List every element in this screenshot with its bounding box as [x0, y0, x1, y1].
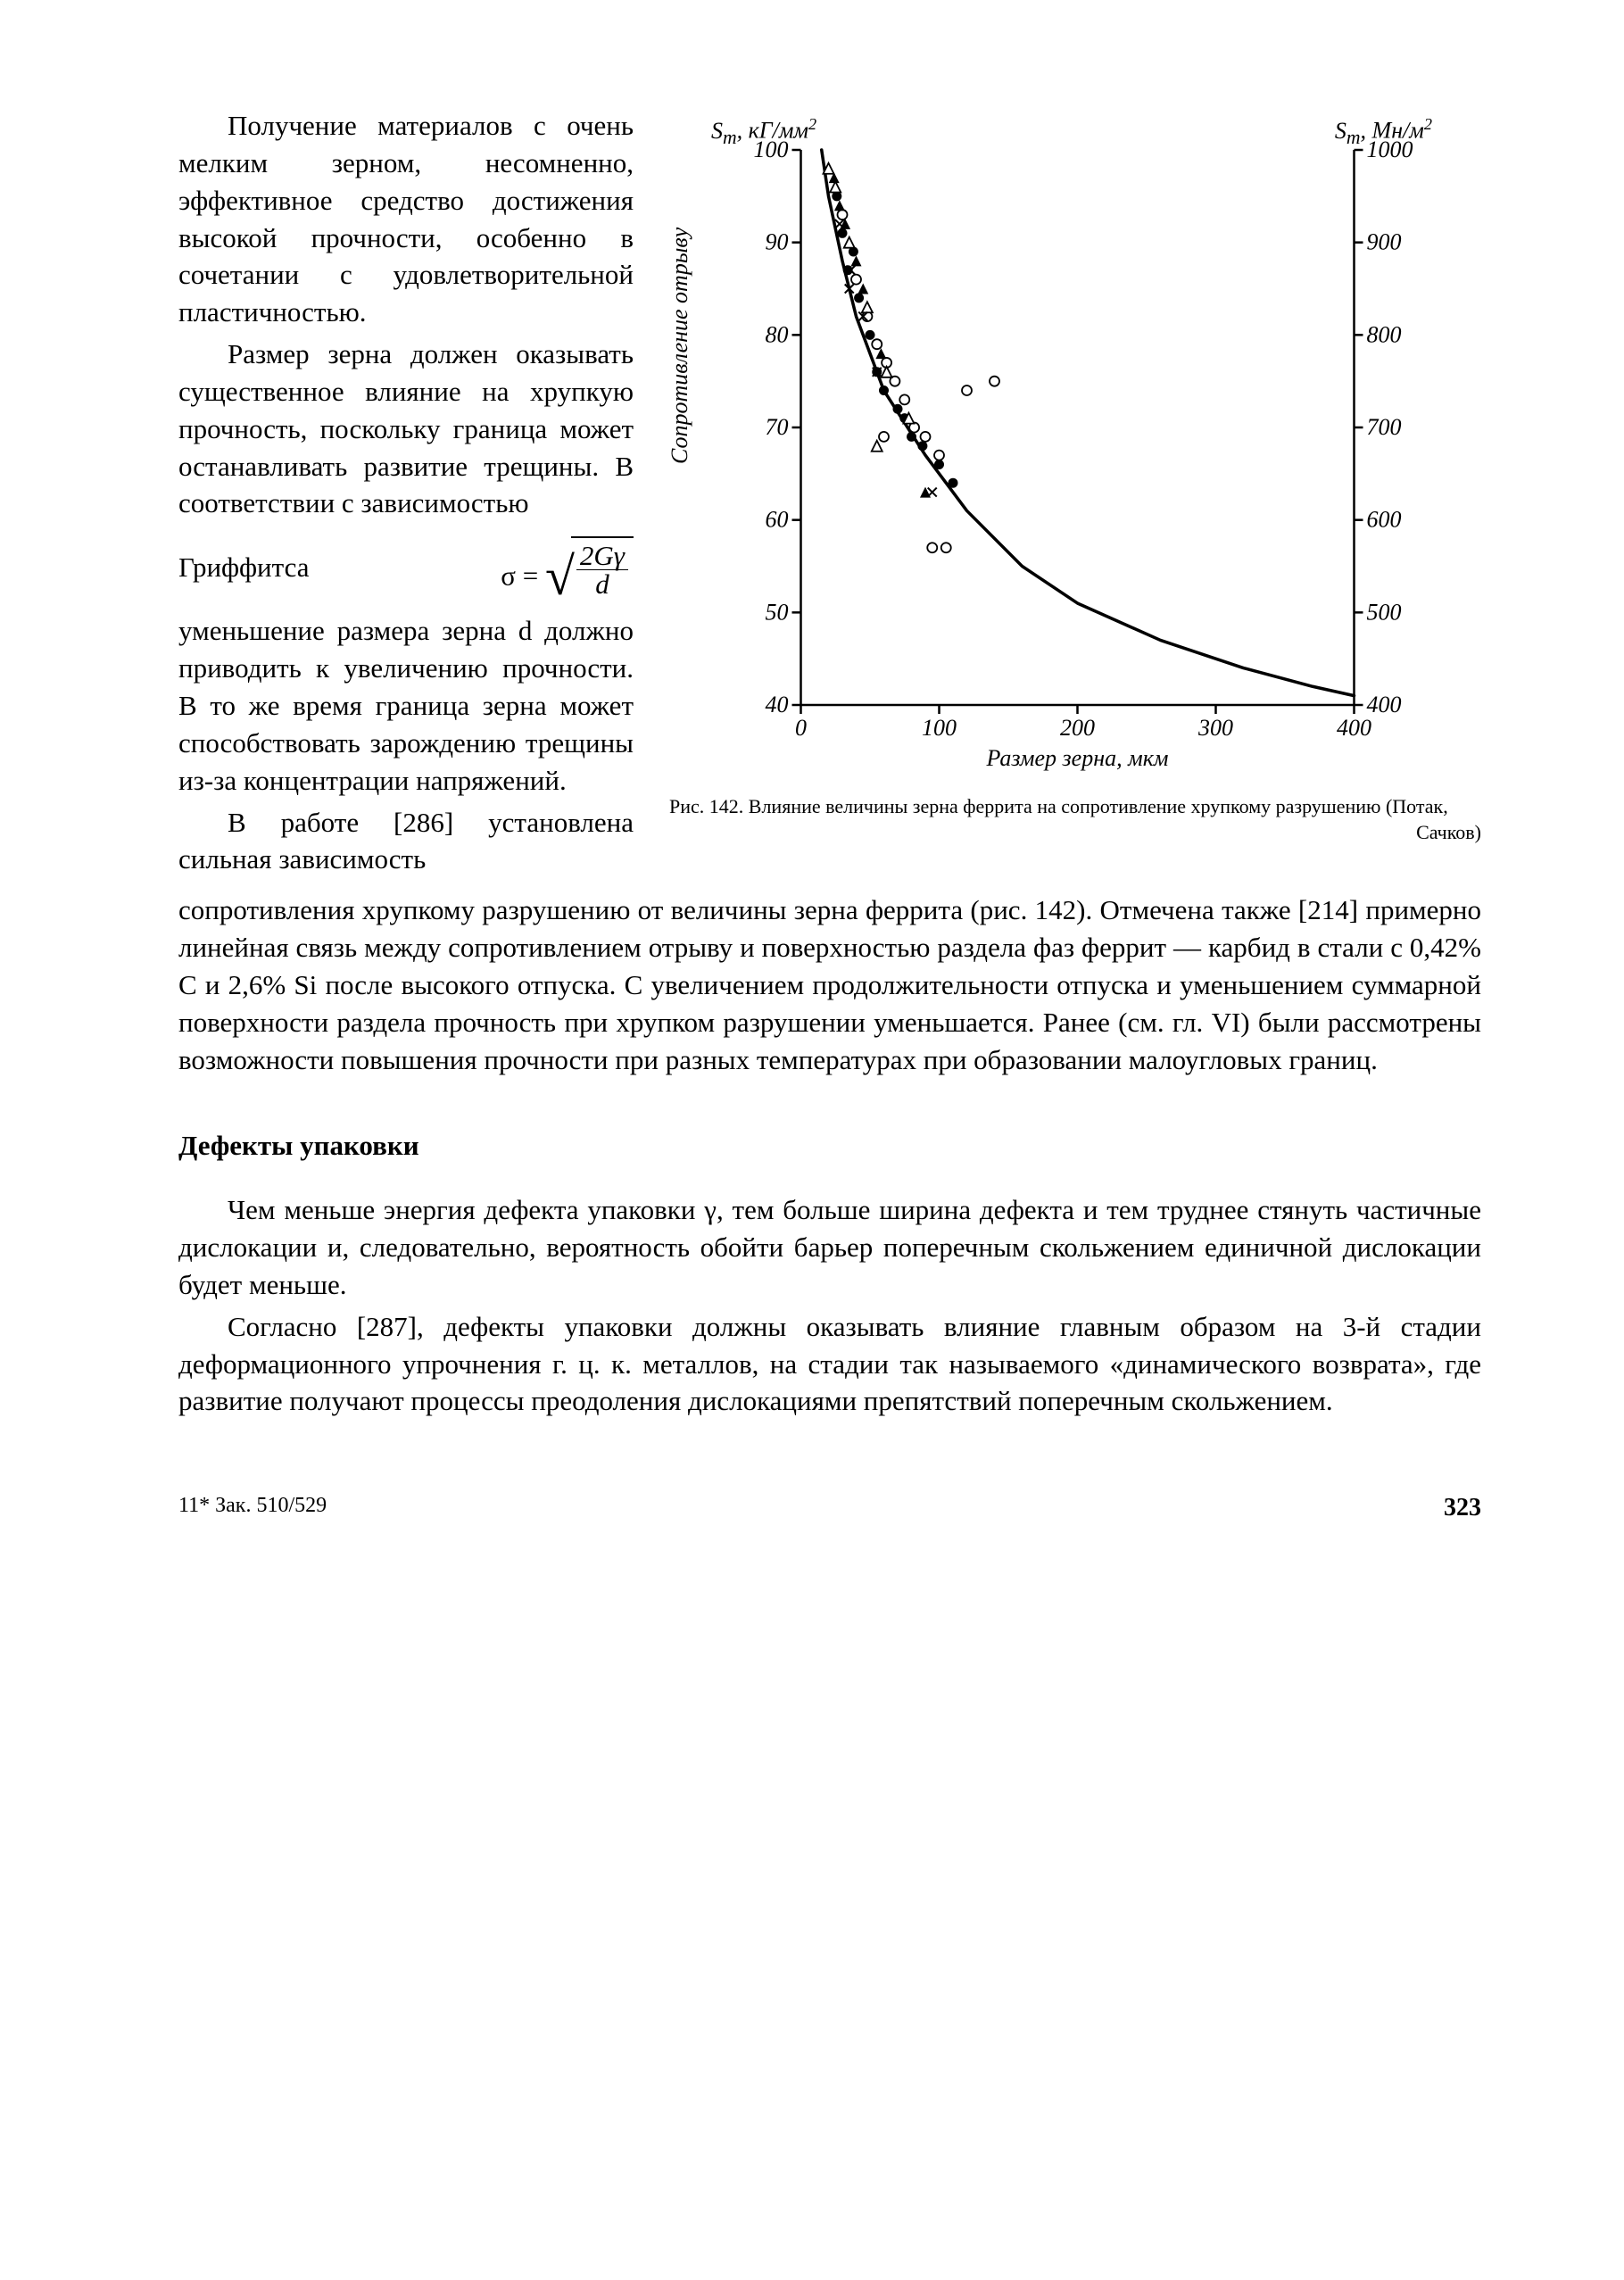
section-heading: Дефекты упаковки — [178, 1127, 1481, 1165]
griffiths-formula: σ = √ 2Gγ d — [501, 536, 634, 598]
paragraph-3: В работе [286] установ­лена сильная зави… — [178, 804, 634, 879]
footer-note: 11* Зак. 510/529 — [178, 1491, 327, 1525]
chart-svg: 4050607080901004005006007008009001000010… — [656, 116, 1481, 785]
svg-text:100: 100 — [922, 715, 957, 741]
flow-p: сопротивления хрупкому разрушению от вел… — [178, 891, 1481, 1078]
svg-text:700: 700 — [1367, 414, 1402, 440]
sqrt-sign: √ — [545, 560, 575, 593]
page-footer: 11* Зак. 510/529 323 — [178, 1491, 1481, 1525]
defects-p2: Согласно [287], дефекты упаковки должны … — [178, 1308, 1481, 1421]
formula-denominator: d — [576, 570, 628, 598]
paragraph-2-head: Размер зерна должен оказывать существенн… — [178, 336, 634, 799]
svg-text:500: 500 — [1367, 599, 1402, 625]
flow-paragraph: сопротивления хрупкому разрушению от вел… — [178, 891, 1481, 1078]
y-axis-right-label: Sт, Мн/м2 — [1335, 113, 1432, 151]
y-axis-left-label: Sт, кГ/мм2 — [711, 113, 816, 151]
svg-text:300: 300 — [1197, 715, 1233, 741]
svg-text:200: 200 — [1060, 715, 1095, 741]
svg-text:40: 40 — [766, 692, 789, 717]
svg-text:0: 0 — [795, 715, 807, 741]
svg-text:600: 600 — [1367, 507, 1402, 533]
svg-text:60: 60 — [766, 507, 789, 533]
defects-section: Чем меньше энергия дефекта упаковки γ, т… — [178, 1191, 1481, 1420]
p2-text: Размер зерна должен оказывать существенн… — [178, 338, 634, 518]
top-section: Получение материалов с очень мелким зерн… — [178, 107, 1481, 883]
y-axis-rotated-label: Сопротивление отрыву — [664, 228, 695, 464]
griffiths-label: Гриффитса — [178, 549, 309, 586]
svg-text:90: 90 — [766, 229, 789, 255]
svg-text:400: 400 — [1367, 692, 1402, 717]
p2-tail: уменьшение размера зер­на d должно приво… — [178, 615, 634, 795]
formula-numerator: 2Gγ — [576, 542, 628, 570]
chart: Sт, кГ/мм2 Sт, Мн/м2 Сопротивление отрыв… — [656, 116, 1481, 785]
svg-text:50: 50 — [766, 599, 789, 625]
sigma-eq: σ = — [501, 560, 538, 592]
paragraph-1: Получение материалов с очень мелким зерн… — [178, 107, 634, 331]
svg-text:Размер зерна, мкм: Размер зерна, мкм — [986, 745, 1169, 771]
figure-column: Sт, кГ/мм2 Sт, Мн/м2 Сопротивление отрыв… — [656, 107, 1481, 883]
svg-text:80: 80 — [766, 321, 789, 347]
defects-p1: Чем меньше энергия дефекта упаковки γ, т… — [178, 1191, 1481, 1304]
caption-main: Рис. 142. Влияние величины зерна феррита… — [669, 795, 1448, 817]
left-text-column: Получение материалов с очень мелким зерн… — [178, 107, 634, 883]
svg-text:900: 900 — [1367, 229, 1402, 255]
svg-text:800: 800 — [1367, 321, 1402, 347]
svg-text:400: 400 — [1337, 715, 1371, 741]
svg-text:70: 70 — [766, 414, 789, 440]
page-number: 323 — [1444, 1491, 1481, 1525]
figure-caption: Рис. 142. Влияние величины зерна феррита… — [656, 794, 1481, 845]
caption-tail: Сачков) — [669, 820, 1481, 846]
